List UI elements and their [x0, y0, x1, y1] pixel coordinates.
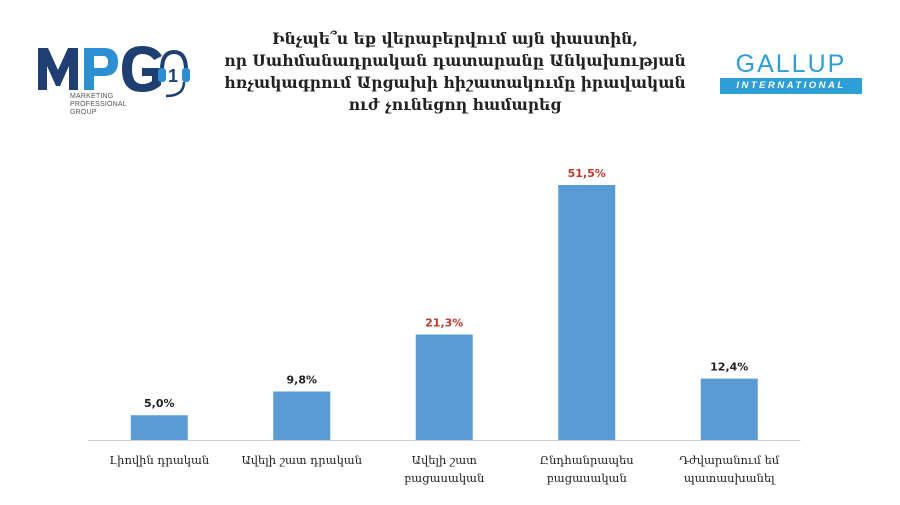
bar [273, 391, 331, 440]
bar [700, 378, 758, 440]
title-line: ուժ չունեցող համարեց [348, 95, 562, 114]
category-label: Լիովին դրական [109, 453, 209, 467]
data-label: 12,4% [710, 361, 748, 374]
category-label: բացասական [547, 471, 627, 485]
data-label: 21,3% [425, 317, 463, 330]
title-line: հռչակագրում Արցախի հիշատակումը իրավական [224, 73, 686, 92]
gallup-logo-name: GALLUP [735, 50, 847, 78]
gallup-logo: GALLUP INTERNATIONAL [720, 52, 862, 96]
data-label: 5,0% [144, 397, 175, 410]
mpg-logo: 1 [38, 46, 190, 98]
mpg-logo-g [122, 46, 162, 92]
mpg-logo-m [38, 48, 78, 90]
mpg-logo-subtitle: MARKETING PROFESSIONAL GROUP [70, 93, 127, 116]
category-label: պատասխանել [684, 471, 776, 485]
category-label: Դժվարանում եմ [679, 453, 780, 467]
bar [130, 415, 188, 440]
bar [415, 334, 473, 440]
category-label: Ավելի շատ [412, 453, 477, 467]
category-label: բացասական [404, 471, 484, 485]
bar [558, 185, 616, 440]
title-line: Ինչպե՞ս եք վերաբերվում այն փաստին, [272, 29, 638, 48]
category-label: Ընդհանրապես [540, 453, 634, 467]
mpg-logo-p [84, 48, 118, 90]
svg-text:1: 1 [168, 66, 178, 86]
gallup-logo-tagline: INTERNATIONAL [720, 78, 862, 94]
title-line: որ Սահմանադրական դատարանը Անկախության [224, 51, 686, 70]
data-label: 9,8% [286, 373, 317, 386]
headset-icon [160, 49, 188, 71]
data-label: 51,5% [568, 167, 606, 180]
category-label: Ավելի շատ դրական [241, 453, 362, 467]
chart-title: Ինչպե՞ս եք վերաբերվում այն փաստին, որ Սա… [205, 28, 705, 116]
